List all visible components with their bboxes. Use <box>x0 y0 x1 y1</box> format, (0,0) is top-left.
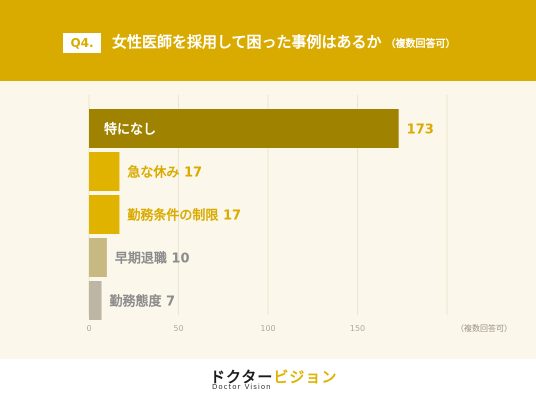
bar-value-label: 173 <box>407 123 434 138</box>
logo-wordmark-2: ビジョン <box>273 368 338 386</box>
bar-chart: 特になし 173 急な休み 17 勤務条件の制限 17 早期退職 10 勤務態度 7 0 50… <box>86 95 512 333</box>
bar-label: 早期退職 10 <box>115 251 190 267</box>
x-tick-label: 50 <box>173 324 183 333</box>
chart-area: 特になし 173 急な休み 17 勤務条件の制限 17 早期退職 10 勤務態度 7 0 50… <box>0 81 536 359</box>
logo-subtitle: Doctor Vision <box>212 383 272 391</box>
doctor-vision-logo: ドクタービジョン Doctor Vision <box>210 366 336 394</box>
bar <box>89 238 107 277</box>
question-note: （複数回答可） <box>385 39 456 50</box>
question-header: Q4. 女性医師を採用して困った事例はあるか （複数回答可） <box>0 0 536 81</box>
x-axis-note: （複数回答可） <box>456 323 512 333</box>
bar <box>89 195 120 234</box>
footer <box>0 359 536 402</box>
bar-category-label: 特になし <box>104 122 156 138</box>
bar-label: 勤務条件の制限 17 <box>127 208 241 224</box>
bar <box>89 281 102 320</box>
x-tick-label: 100 <box>260 324 275 333</box>
question-title-text: 女性医師を採用して困った事例はあるか <box>112 33 382 51</box>
bar-label: 急な休み 17 <box>127 165 202 181</box>
x-tick-label: 0 <box>86 324 91 333</box>
bar-label: 勤務態度 7 <box>110 294 176 310</box>
bar <box>89 109 399 148</box>
bar <box>89 152 120 191</box>
question-title: 女性医師を採用して困った事例はあるか （複数回答可） <box>112 31 456 56</box>
question-number-badge: Q4. <box>63 33 101 53</box>
logo-wordmark: ドクタービジョン <box>210 366 337 387</box>
x-tick-label: 150 <box>350 324 365 333</box>
logo-wordmark-1: ドクター <box>210 368 274 386</box>
